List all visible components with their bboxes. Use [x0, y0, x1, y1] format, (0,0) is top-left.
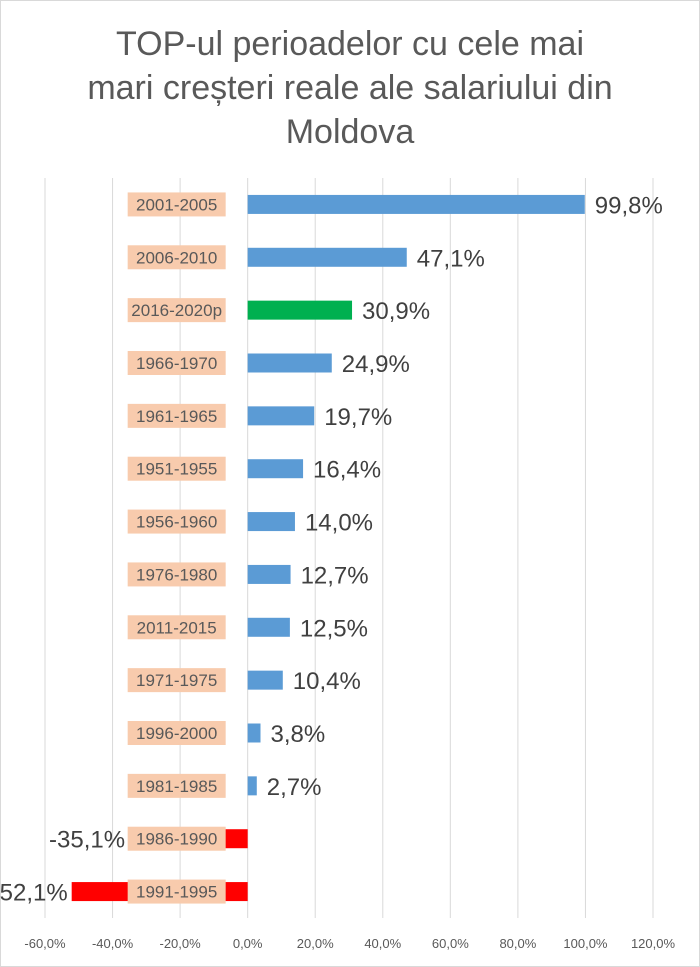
data-label: 3,8% [271, 721, 326, 748]
bar [247, 406, 315, 426]
category-label-bg [127, 351, 226, 375]
category-label-bg [127, 403, 226, 428]
data-labels: 99,8% 47,1% 30,9% 24,9% 19,7% 16,4% 14,0% 12,7%… [0, 192, 663, 906]
category-label: 1986-1990 [136, 830, 217, 849]
bar [247, 617, 290, 637]
category-label-bg [127, 509, 226, 534]
data-label: 10,4% [293, 668, 361, 695]
category-label: 1981-1985 [136, 777, 217, 796]
data-label: -35,1% [49, 827, 125, 854]
data-label: 19,7% [324, 404, 392, 431]
data-label: -52,1% [0, 880, 68, 907]
data-label: 24,9% [342, 351, 410, 378]
category-label-bg [127, 562, 226, 587]
category-label-bg [127, 456, 226, 481]
bar [247, 300, 353, 320]
category-label: 1956-1960 [136, 513, 217, 532]
category-label-bg [127, 298, 226, 323]
category-label: 1996-2000 [136, 724, 217, 743]
category-label: 1966-1970 [136, 354, 217, 373]
bar [247, 247, 407, 267]
x-tick-label: 80,0% [499, 936, 536, 951]
data-label: 14,0% [305, 510, 373, 537]
category-label: 2001-2005 [136, 195, 217, 214]
category-label-bg [127, 826, 226, 851]
x-tick-label: 100,0% [563, 936, 608, 951]
bar [247, 353, 332, 373]
category-label: 2016-2020p [131, 301, 222, 320]
category-label: 1951-1955 [136, 460, 217, 479]
data-label: 99,8% [595, 192, 663, 219]
category-label-bg [127, 879, 226, 904]
bar [247, 194, 585, 214]
x-tick-label: -60,0% [24, 936, 66, 951]
bar [247, 776, 257, 796]
chart-title-line-2: mari creșteri reale ale salariului din [87, 69, 613, 107]
data-label: 2,7% [267, 774, 322, 801]
bar [247, 459, 304, 479]
category-label: 1961-1965 [136, 407, 217, 426]
x-tick-label: -40,0% [92, 936, 134, 951]
category-label-bg [127, 668, 226, 693]
x-tick-labels: -60,0% -40,0% -20,0% 0,0% 20,0% 40,0% 60,0% 80,… [24, 936, 675, 951]
chart-title: TOP-ul perioadelor cu cele mai mari creș… [20, 22, 680, 154]
chart-title-line-3: Moldova [285, 113, 415, 151]
gridlines [44, 178, 654, 918]
category-label: 1976-1980 [136, 565, 217, 584]
chart-title-line-1: TOP-ul perioadelor cu cele mai [115, 25, 585, 63]
x-tick-label: 40,0% [364, 936, 401, 951]
category-label-bg [127, 615, 226, 640]
x-tick-label: 0,0% [233, 936, 263, 951]
category-label: 2006-2010 [136, 248, 217, 267]
data-label: 30,9% [362, 298, 430, 325]
x-tick-label: 20,0% [297, 936, 334, 951]
category-label: 1991-1995 [136, 883, 217, 902]
category-label-bg [127, 245, 226, 270]
category-label: 2011-2015 [137, 618, 217, 637]
bar [247, 564, 291, 584]
bar [247, 670, 283, 690]
category-label: 1971-1975 [136, 671, 217, 690]
category-label-bg [127, 192, 226, 217]
x-tick-label: -20,0% [160, 936, 202, 951]
bar [247, 512, 295, 532]
bar [247, 723, 261, 743]
category-label-bg [127, 721, 226, 745]
x-tick-label: 60,0% [432, 936, 469, 951]
x-tick-label: 120,0% [631, 936, 676, 951]
category-label-bg [127, 773, 226, 798]
category-labels: 2001-2005 2006-2010 2016-2020p 1966-1970 196… [127, 192, 226, 904]
data-label: 12,7% [301, 562, 369, 589]
data-label: 47,1% [417, 245, 485, 272]
data-label: 12,5% [300, 615, 368, 642]
data-label: 16,4% [313, 457, 381, 484]
